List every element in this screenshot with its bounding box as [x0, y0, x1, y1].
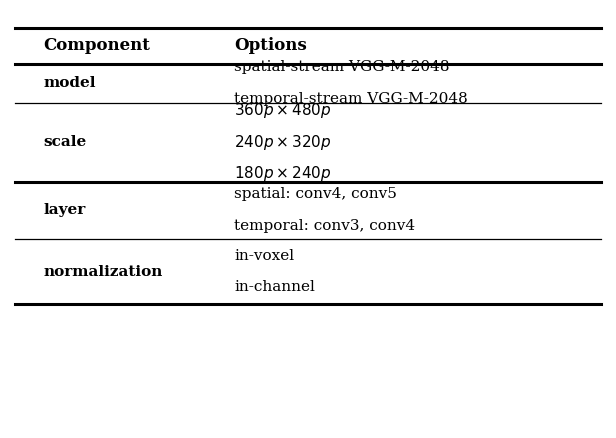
Text: in-voxel: in-voxel	[234, 249, 294, 263]
Text: normalization: normalization	[43, 265, 163, 279]
Text: temporal-stream VGG-M-2048: temporal-stream VGG-M-2048	[234, 92, 468, 106]
Text: model: model	[43, 76, 95, 90]
Text: scale: scale	[43, 135, 86, 149]
Text: spatial-stream VGG-M-2048: spatial-stream VGG-M-2048	[234, 60, 450, 74]
Text: in-channel: in-channel	[234, 280, 315, 294]
Text: $360p \times 480p$: $360p \times 480p$	[234, 101, 331, 120]
Text: $240p \times 320p$: $240p \times 320p$	[234, 133, 331, 152]
Text: spatial: conv4, conv5: spatial: conv4, conv5	[234, 187, 397, 201]
Text: temporal: conv3, conv4: temporal: conv3, conv4	[234, 219, 415, 233]
Text: Component: Component	[43, 38, 150, 54]
Text: Options: Options	[234, 38, 307, 54]
Text: $180p \times 240p$: $180p \times 240p$	[234, 164, 331, 184]
Text: layer: layer	[43, 203, 86, 217]
